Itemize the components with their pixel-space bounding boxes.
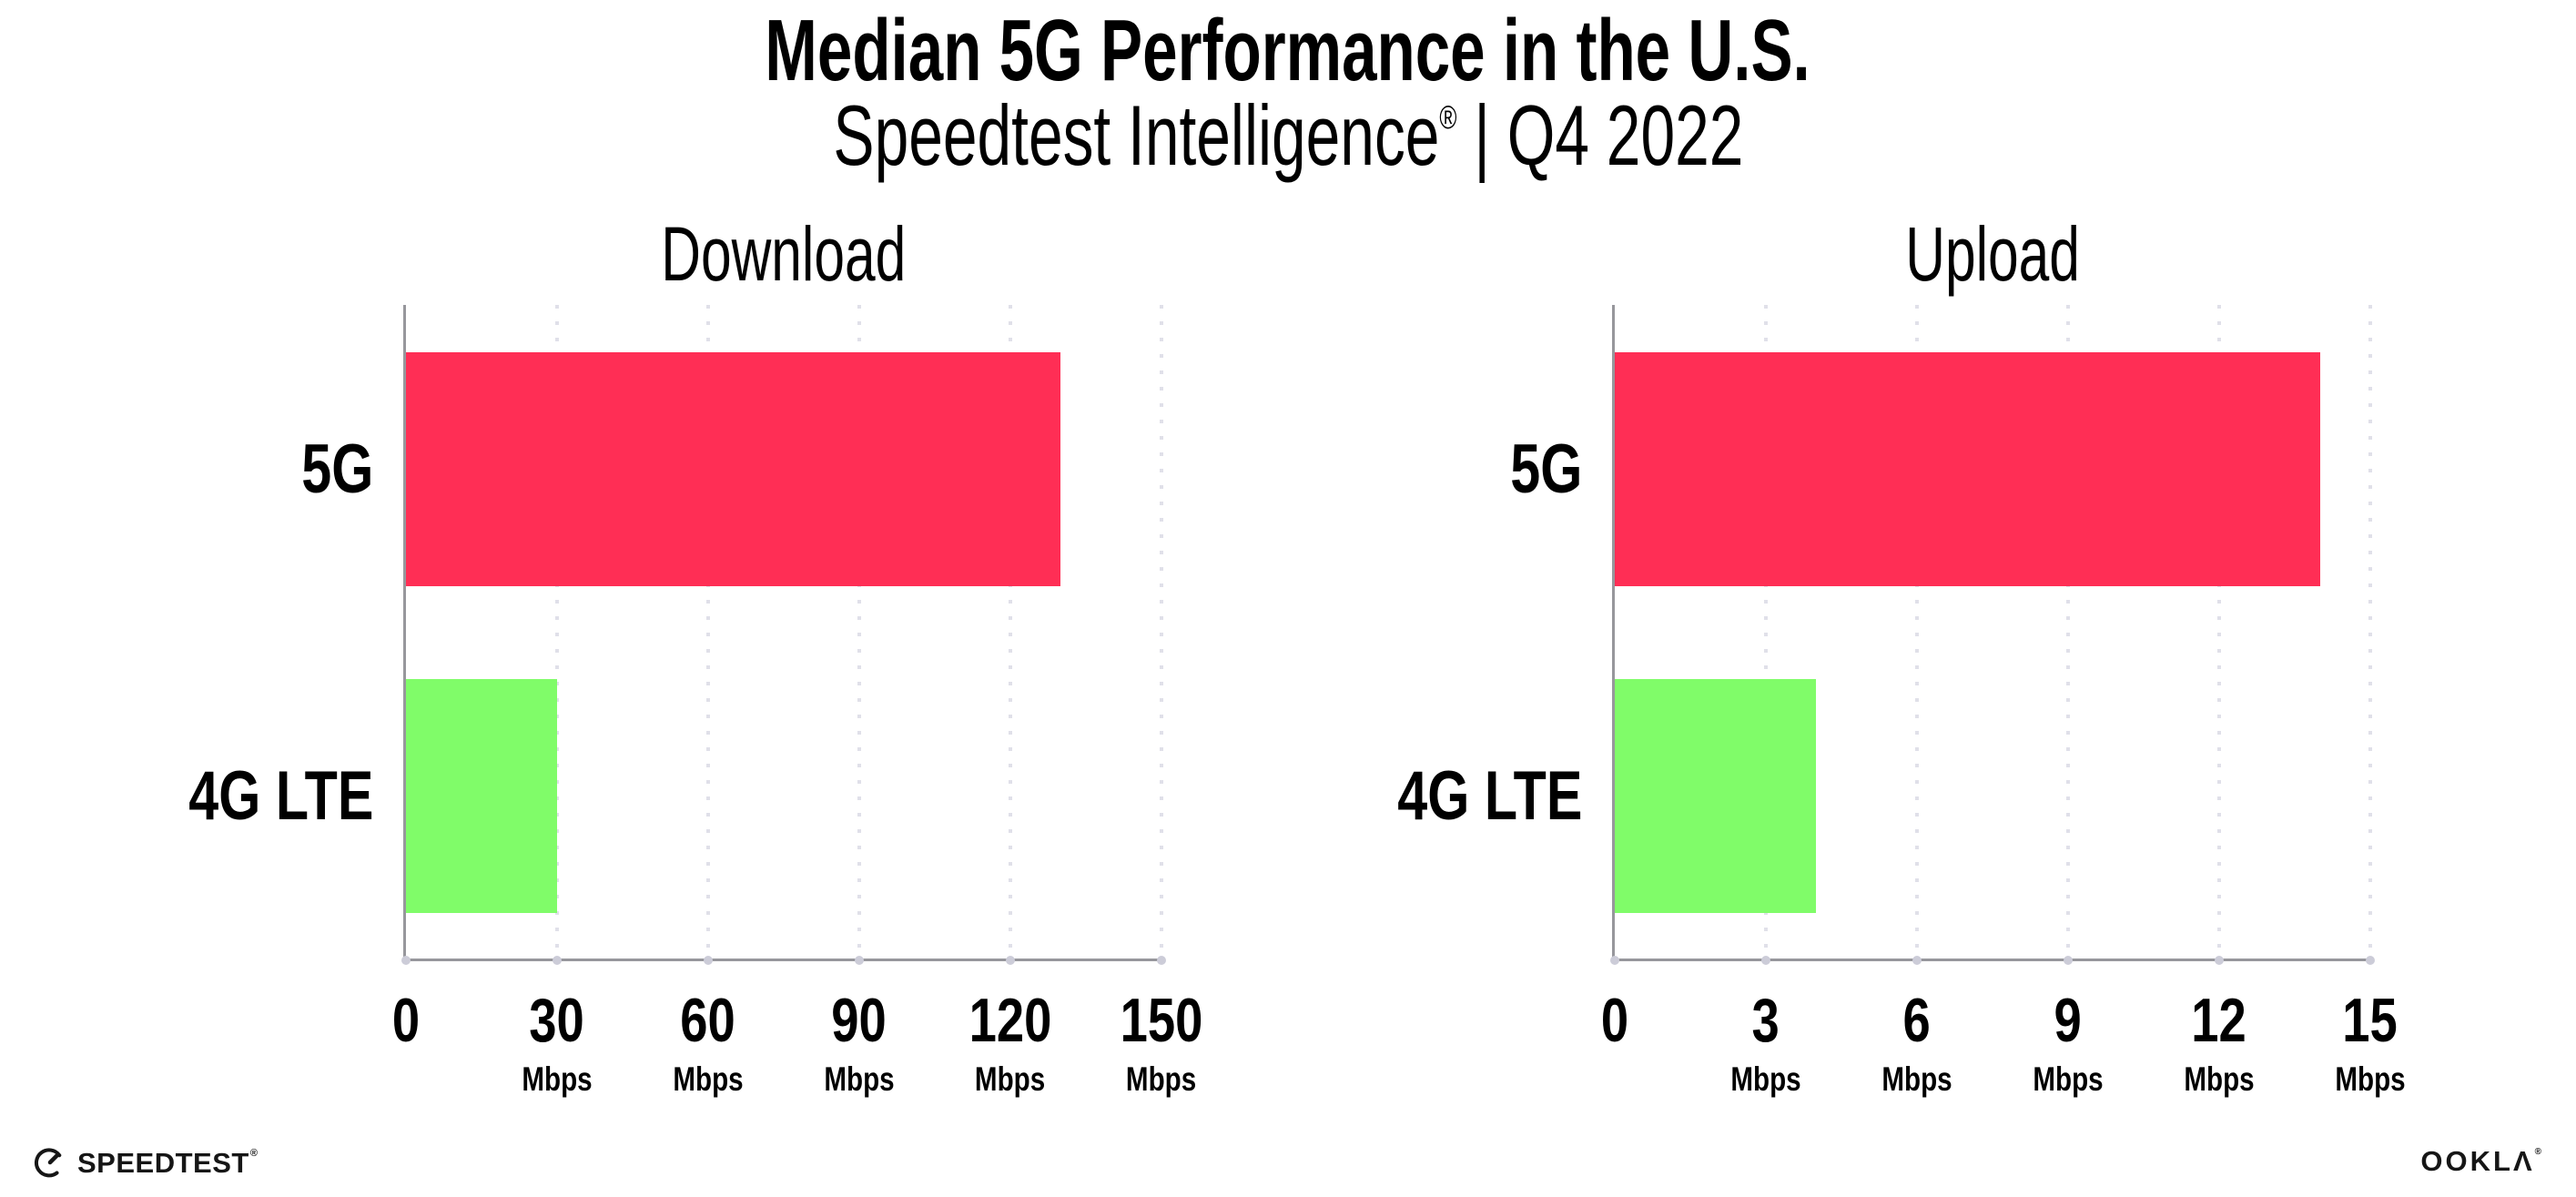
bar-4g-lte-download <box>406 679 557 913</box>
tick-number: 0 <box>1600 986 1629 1055</box>
gridline-download-120 <box>1009 305 1012 959</box>
tick-number: 12 <box>2191 986 2247 1055</box>
tick-unit: Mbps <box>673 1060 744 1098</box>
bar-5g-upload <box>1615 352 2320 586</box>
download-plot: Download 0 30 Mbps 60 Mbps 90 Mbps 120 Mbps 150 Mbp… <box>188 216 1203 1096</box>
tick-label-download-60: 60 Mbps <box>664 989 753 1096</box>
tick-unit: Mbps <box>2184 1060 2255 1098</box>
speedtest-gauge-icon <box>34 1148 62 1178</box>
registered-mark: ® <box>1439 97 1457 136</box>
gridline-upload-12 <box>2217 305 2221 959</box>
tick-label-upload-15: 15 Mbps <box>2327 989 2415 1096</box>
subtitle-period: | Q4 2022 <box>1456 87 1743 183</box>
tick-unit: Mbps <box>1881 1060 1952 1098</box>
tick-label-upload-12: 12 Mbps <box>2175 989 2264 1096</box>
tick-unit: Mbps <box>1126 1060 1197 1098</box>
tick-unit: Mbps <box>2033 1060 2104 1098</box>
tick-label-download-120: 120 Mbps <box>958 989 1061 1096</box>
tick-label-download-150: 150 Mbps <box>1110 989 1212 1096</box>
gridline-download-60 <box>706 305 710 959</box>
category-label-text: 4G LTE <box>1396 756 1582 835</box>
subtitle-brand: Speedtest Intelligence <box>833 87 1440 183</box>
gridline-download-90 <box>857 305 861 959</box>
axis-tick-dot-download-90 <box>855 956 864 965</box>
gridline-upload-3 <box>1764 305 1768 959</box>
tick-unit: Mbps <box>522 1060 593 1098</box>
tick-number: 30 <box>529 986 585 1055</box>
tick-number: 120 <box>969 986 1052 1055</box>
axis-tick-dot-download-30 <box>553 956 562 965</box>
tick-number: 0 <box>391 986 421 1055</box>
tick-unit: Mbps <box>2335 1060 2406 1098</box>
chart-title-upload: Upload <box>1615 216 2370 292</box>
axis-tick-dot-download-150 <box>1157 956 1166 965</box>
tick-number: 60 <box>680 986 736 1055</box>
axis-tick-dot-upload-9 <box>2064 956 2073 965</box>
category-label-5g-download: 5G <box>281 429 373 511</box>
tick-unit: Mbps <box>975 1060 1046 1098</box>
ookla-registered-mark: ® <box>2534 1146 2541 1157</box>
axis-tick-dot-download-60 <box>704 956 713 965</box>
axis-tick-dot-download-120 <box>1006 956 1015 965</box>
axis-tick-dot-upload-3 <box>1761 956 1770 965</box>
page-subtitle: Speedtest Intelligence® | Q4 2022 <box>0 93 2576 178</box>
page-title-text: Median 5G Performance in the U.S. <box>765 2 1811 99</box>
axis-tick-dot-upload-6 <box>1912 956 1922 965</box>
tick-number: 9 <box>2054 986 2083 1055</box>
tick-label-download-0: 0 <box>389 989 423 1051</box>
tick-number: 15 <box>2342 986 2399 1055</box>
axis-tick-dot-download-0 <box>401 956 411 965</box>
tick-label-download-90: 90 Mbps <box>816 989 904 1096</box>
tick-unit: Mbps <box>1730 1060 1801 1098</box>
category-label-4g-lte-upload: 4G LTE <box>1345 756 1582 837</box>
category-label-text: 5G <box>300 430 373 508</box>
ookla-logo: OOKLΛ® <box>2420 1147 2541 1175</box>
chart-title-download-text: Download <box>661 211 907 297</box>
tick-unit: Mbps <box>824 1060 895 1098</box>
speedtest-registered-mark: ® <box>249 1148 259 1160</box>
page-subtitle-text: Speedtest Intelligence® | Q4 2022 <box>833 93 1743 178</box>
axis-tick-dot-upload-12 <box>2215 956 2224 965</box>
tick-number: 3 <box>1751 986 1780 1055</box>
gridline-upload-6 <box>1915 305 1919 959</box>
tick-number: 6 <box>1902 986 1932 1055</box>
tick-number: 90 <box>831 986 887 1055</box>
axis-tick-dot-upload-15 <box>2366 956 2375 965</box>
gridline-upload-15 <box>2368 305 2372 959</box>
upload-plot: Upload 0 3 Mbps 6 Mbps 9 Mbps 12 Mbps 15 Mbps 5G 4G L… <box>1397 216 2406 1096</box>
tick-label-upload-0: 0 <box>1597 989 1632 1051</box>
bar-4g-lte-upload <box>1615 679 1817 913</box>
gridline-download-30 <box>555 305 559 959</box>
tick-number: 150 <box>1120 986 1203 1055</box>
speedtest-wordmark-text: SPEEDTEST <box>77 1146 249 1179</box>
chart-title-upload-text: Upload <box>1905 211 2080 297</box>
page-title: Median 5G Performance in the U.S. <box>0 7 2576 95</box>
category-label-text: 4G LTE <box>188 756 373 835</box>
category-label-4g-lte-download: 4G LTE <box>137 756 373 837</box>
tick-label-upload-9: 9 Mbps <box>2024 989 2113 1096</box>
gridline-download-150 <box>1160 305 1163 959</box>
tick-label-upload-3: 3 Mbps <box>1722 989 1810 1096</box>
ookla-wordmark-text: OOKLΛ <box>2420 1145 2535 1177</box>
gridline-upload-9 <box>2066 305 2070 959</box>
speedtest-logo: SPEEDTEST® <box>33 1145 259 1180</box>
tick-label-download-30: 30 Mbps <box>513 989 602 1096</box>
category-label-text: 5G <box>1509 430 1582 508</box>
tick-label-upload-6: 6 Mbps <box>1873 989 1962 1096</box>
axis-tick-dot-upload-0 <box>1610 956 1619 965</box>
bar-5g-download <box>406 352 1061 586</box>
chart-title-download: Download <box>406 216 1161 292</box>
category-label-5g-upload: 5G <box>1490 429 1582 511</box>
speedtest-wordmark: SPEEDTEST® <box>77 1146 259 1179</box>
